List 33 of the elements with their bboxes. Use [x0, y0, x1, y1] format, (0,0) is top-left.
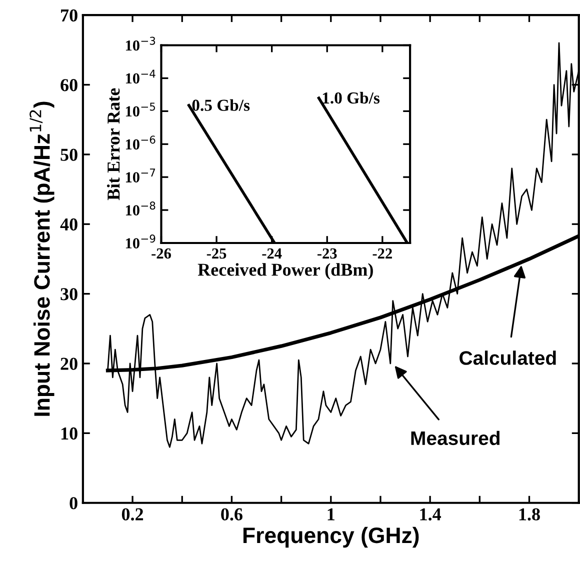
y-tick-label: 10$^{−6}$	[126, 136, 156, 150]
y-tick-label: 10$^{−3}$	[126, 36, 156, 51]
y-tick-label: 60	[60, 79, 78, 92]
x-tick-label: -24	[262, 248, 282, 258]
series-label: 0.5 Gb/s	[192, 99, 250, 111]
y-tick-label: 10	[61, 427, 78, 440]
x-tick-label: 0.2	[122, 508, 144, 521]
x-tick-label: -26	[152, 248, 171, 259]
x-tick-label: 1.4	[420, 508, 442, 521]
y-tick-label: 30	[60, 288, 78, 300]
series-label: 1.0 Gb/s	[322, 92, 380, 104]
y-axis-title: Bit Error Rate	[106, 88, 120, 200]
y-tick-label: 10$^{−9}$	[126, 234, 156, 248]
y-tick-label: 10$^{−5}$	[126, 102, 156, 117]
x-tick-label: 1.8	[519, 508, 540, 521]
y-tick-label: 40	[60, 218, 78, 231]
y-tick-label: 10$^{−8}$	[126, 202, 156, 216]
annotation: Measured	[411, 430, 500, 446]
x-tick-label: -25	[206, 248, 226, 259]
x-tick-label: 1	[328, 508, 334, 520]
y-tick-label: 20	[60, 358, 78, 370]
x-tick-label: -23	[317, 248, 337, 259]
x-axis-title: Received Power (dBm)	[198, 263, 373, 280]
annotation: Calculated	[460, 350, 556, 365]
y-tick-label: 70	[61, 9, 78, 22]
x-axis-title: Frequency (GHz)	[243, 526, 419, 548]
y-tick-label: 10$^{−4}$	[126, 70, 156, 84]
y-tick-label: 50	[60, 148, 78, 161]
y-tick-label: 0	[70, 497, 78, 510]
x-tick-label: -22	[372, 248, 392, 258]
y-tick-label: 10$^{−7}$	[126, 168, 156, 182]
y-axis-title: Input Noise Current (pA/Hz$^{1/2}$)	[30, 102, 54, 416]
x-tick-label: 0.6	[221, 508, 242, 521]
